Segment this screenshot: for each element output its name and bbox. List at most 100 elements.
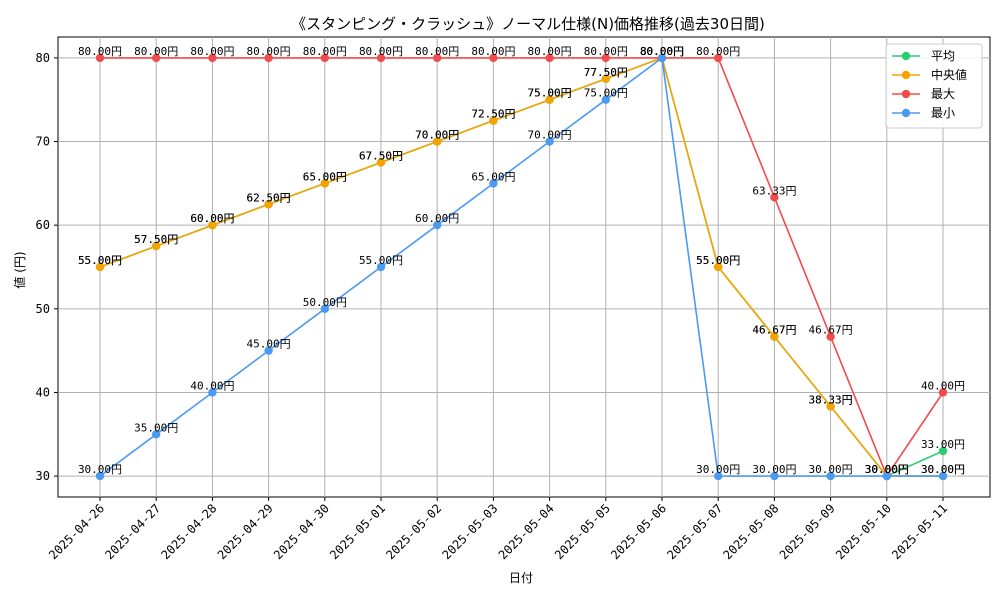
- data-label: 40.00円: [921, 379, 965, 392]
- data-label: 30.00円: [696, 463, 740, 476]
- data-label: 30.00円: [809, 463, 853, 476]
- data-label: 65.00円: [471, 170, 515, 183]
- grid-lines: [58, 37, 990, 497]
- x-tick-label: 2025-05-04: [496, 501, 557, 562]
- legend-marker: [901, 89, 911, 99]
- data-label: 55.00円: [359, 254, 403, 267]
- data-point: [545, 53, 554, 63]
- legend-label: 最大: [931, 87, 955, 101]
- data-label: 30.00円: [921, 463, 965, 476]
- data-label: 30.00円: [78, 463, 122, 476]
- data-point: [433, 220, 442, 230]
- data-point: [320, 179, 329, 188]
- data-point: [95, 53, 105, 63]
- data-point: [938, 446, 948, 456]
- data-label: 45.00円: [247, 338, 291, 351]
- data-point: [938, 388, 948, 397]
- data-point: [95, 471, 105, 481]
- legend-label: 中央値: [931, 67, 967, 82]
- data-point: [95, 262, 105, 272]
- data-label: 80.00円: [190, 45, 234, 58]
- data-point: [264, 53, 273, 63]
- data-label: 70.00円: [415, 129, 459, 142]
- data-label: 57.50円: [134, 233, 178, 246]
- data-point: [601, 53, 610, 63]
- data-label: 38.33円: [809, 393, 853, 406]
- x-tick-label: 2025-05-05: [552, 501, 613, 562]
- y-tick-label: 30: [36, 469, 50, 483]
- data-label: 67.50円: [359, 149, 403, 162]
- data-label: 30.00円: [865, 463, 909, 476]
- legend-label: 最小: [931, 106, 955, 120]
- x-tick-label: 2025-04-29: [215, 501, 276, 562]
- data-label: 40.00円: [190, 379, 234, 392]
- data-point: [489, 116, 498, 125]
- x-tick-label: 2025-05-07: [664, 501, 725, 562]
- data-label: 62.50円: [247, 191, 291, 204]
- data-label: 65.00円: [303, 170, 347, 183]
- data-point: [320, 53, 329, 63]
- data-label: 46.67円: [752, 324, 796, 337]
- data-label: 72.50円: [471, 108, 515, 121]
- data-point: [320, 304, 329, 314]
- x-tick-label: 2025-04-26: [46, 501, 107, 562]
- data-point: [826, 332, 835, 341]
- plot-area: [57, 36, 991, 498]
- data-label: 80.00円: [303, 45, 347, 58]
- x-tick-label: 2025-04-30: [271, 501, 332, 562]
- data-label: 72.50円: [471, 108, 515, 121]
- data-point: [152, 430, 161, 439]
- x-axis-label: 日付: [509, 571, 533, 585]
- data-label: 67.50円: [359, 149, 403, 162]
- data-point: [770, 193, 779, 202]
- data-point: [264, 200, 273, 209]
- data-point: [826, 471, 835, 481]
- series-line: [99, 56, 943, 477]
- data-label: 80.00円: [528, 45, 572, 58]
- data-label: 30.00円: [752, 463, 796, 476]
- y-tick-label: 60: [36, 218, 50, 232]
- data-label: 80.00円: [247, 45, 291, 58]
- y-tick-label: 40: [36, 385, 50, 399]
- data-point: [545, 95, 554, 104]
- data-label: 80.00円: [640, 45, 684, 58]
- data-point: [601, 95, 610, 104]
- x-tick-label: 2025-04-28: [159, 501, 220, 562]
- x-tick-label: 2025-05-06: [608, 501, 669, 562]
- data-label: 46.67円: [809, 324, 853, 337]
- legend-marker: [901, 70, 911, 80]
- data-point: [433, 53, 442, 63]
- data-point: [938, 471, 948, 481]
- data-label: 75.00円: [528, 87, 572, 100]
- data-label: 60.00円: [415, 212, 459, 225]
- legend-marker: [901, 51, 911, 61]
- data-label: 30.00円: [865, 463, 909, 476]
- data-point: [489, 53, 498, 63]
- series-line: [99, 56, 944, 478]
- data-label: 75.00円: [584, 87, 628, 100]
- series-layer: [95, 53, 948, 481]
- data-label: 30.00円: [865, 463, 909, 476]
- series-1: [95, 53, 948, 481]
- series-3: [95, 53, 948, 481]
- data-label: 70.00円: [528, 129, 572, 142]
- data-point: [714, 53, 723, 63]
- data-point: [376, 262, 386, 272]
- data-label: 60.00円: [190, 212, 234, 225]
- x-tick-label: 2025-05-03: [440, 501, 501, 562]
- data-point: [376, 53, 386, 63]
- data-label: 55.00円: [696, 254, 740, 267]
- data-point: [826, 402, 835, 411]
- data-point: [770, 332, 779, 341]
- data-label: 70.00円: [415, 129, 459, 142]
- data-point: [657, 53, 667, 63]
- data-label: 46.67円: [752, 324, 796, 337]
- data-label: 80.00円: [640, 45, 684, 58]
- data-point: [376, 158, 386, 167]
- series-4: [95, 53, 948, 481]
- data-label: 80.00円: [584, 45, 628, 58]
- data-label: 65.00円: [303, 170, 347, 183]
- series-2: [95, 53, 948, 481]
- x-tick-label: 2025-04-27: [102, 501, 163, 562]
- data-point: [152, 241, 161, 251]
